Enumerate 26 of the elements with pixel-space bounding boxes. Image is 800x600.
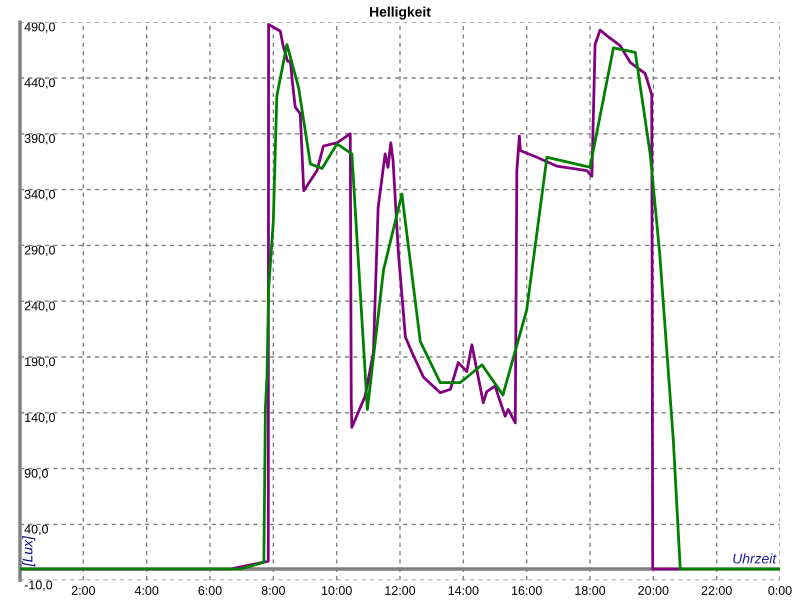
y-tick-label: 390,0: [24, 134, 55, 144]
y-tick-label: 440,0: [24, 78, 55, 89]
y-tick-label: -10,0: [24, 580, 52, 591]
y-tick-label: 240,0: [24, 302, 55, 312]
x-tick-label: 0:00: [768, 586, 792, 595]
x-tick-label: 10:00: [322, 586, 352, 595]
x-tick-label: 16:00: [512, 586, 542, 595]
y-tick-label: 90,0: [24, 468, 48, 480]
y-tick-label: 140,0: [25, 413, 55, 424]
x-tick-label: 4:00: [134, 586, 158, 595]
y-tick-label: 40,0: [24, 524, 48, 536]
x-tick-label: 22:00: [702, 586, 732, 595]
x-tick-label: 6:00: [198, 586, 222, 595]
y-axis-title: [Lux]: [22, 536, 36, 567]
x-tick-label: 2:00: [72, 586, 96, 595]
y-tick-label: 290,0: [24, 246, 55, 256]
x-tick-label: 18:00: [575, 586, 606, 595]
x-axis-title: Uhrzeit: [733, 553, 777, 564]
x-tick-label: 20:00: [638, 586, 668, 595]
chart-title: Helligkeit: [370, 6, 431, 20]
x-tick-label: 8:00: [262, 586, 286, 595]
x-tick-label: 12:00: [385, 586, 416, 595]
x-tick-label: 14:00: [448, 586, 478, 595]
y-tick-label: 190,0: [25, 357, 55, 368]
y-tick-label: 340,0: [24, 190, 55, 200]
y-tick-label: 490,0: [24, 22, 55, 33]
